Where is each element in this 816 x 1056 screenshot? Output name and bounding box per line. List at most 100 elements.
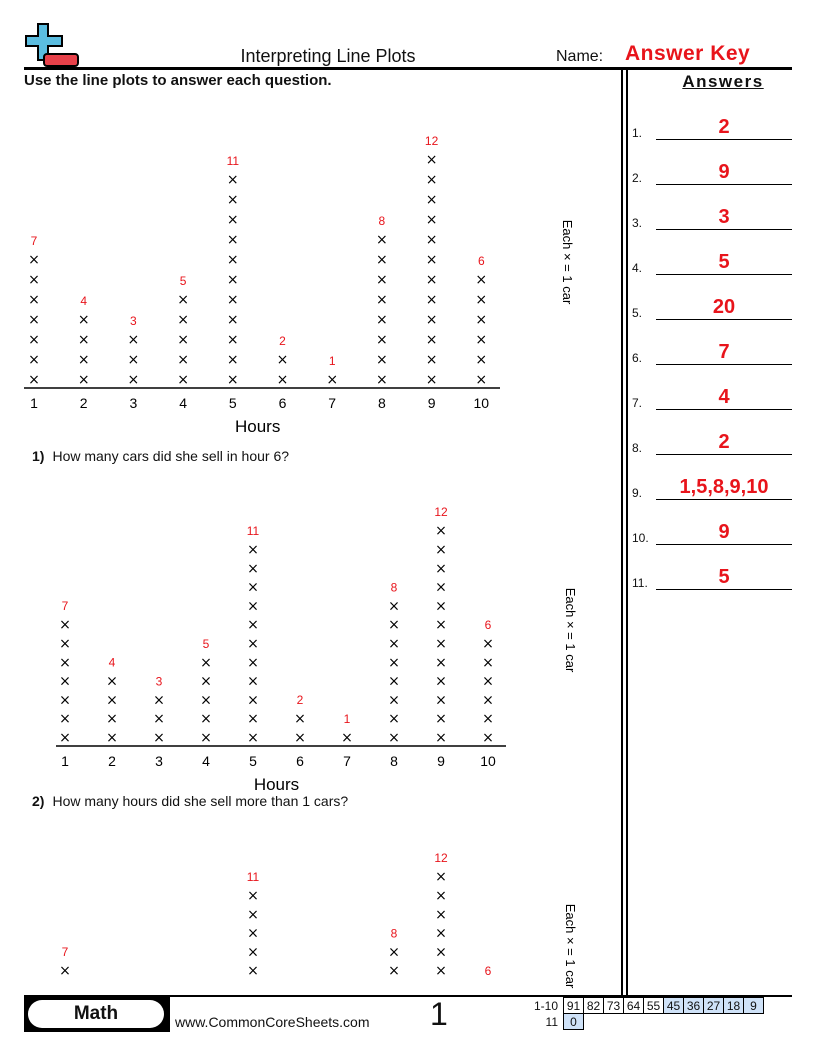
x-mark: × [435,692,447,708]
x-mark: × [435,944,447,960]
x-mark: × [200,655,212,671]
x-axis-label: Hours [235,417,280,436]
page-title: Interpreting Line Plots [240,46,416,66]
x-mark: × [106,711,118,727]
x-mark: × [341,730,353,746]
x-mark: × [475,272,487,288]
count-label: 4 [80,294,87,308]
x-mark: × [28,312,40,328]
x-mark: × [388,963,400,979]
tick-label: 8 [378,395,386,411]
x-mark: × [28,352,40,368]
x-mark: × [435,674,447,690]
name-value: Answer Key [625,42,751,65]
answer-value[interactable]: 20 [656,295,792,320]
score-row-label: 11 [545,1014,558,1029]
x-mark: × [482,636,494,652]
answer-value[interactable]: 7 [656,340,792,365]
score-cell: 91 [563,997,584,1014]
x-mark: × [177,332,189,348]
answer-number: 2. [632,171,643,185]
tick-label: 10 [474,395,490,411]
site-link[interactable]: www.CommonCoreSheets.com [175,1014,370,1030]
answer-value[interactable]: 1,5,8,9,10 [656,475,792,500]
x-mark: × [376,312,388,328]
divider [626,68,628,995]
x-mark: × [435,542,447,558]
count-label: 11 [247,524,260,538]
x-mark: × [227,252,239,268]
count-label: 12 [434,505,448,519]
tick-label: 1 [61,753,69,769]
x-mark: × [376,292,388,308]
answer-value[interactable]: 5 [656,565,792,590]
x-mark: × [247,907,259,923]
tick-label: 10 [480,753,496,769]
answer-row: 7. 4 [632,386,792,410]
score-cell: 55 [643,997,664,1014]
score-table: 1-10 91 82 73 64 55 45 36 27 18 9 11 0 [528,997,764,1030]
x-mark: × [106,730,118,746]
x-mark: × [227,352,239,368]
x-mark: × [227,172,239,188]
x-mark: × [78,372,90,388]
x-mark: × [435,869,447,885]
answer-value[interactable]: 3 [656,205,792,230]
question-2: 2) How many hours did she sell more than … [32,793,349,809]
x-mark: × [177,372,189,388]
x-mark: × [227,332,239,348]
x-mark: × [59,963,71,979]
x-mark: × [435,730,447,746]
x-mark: × [294,711,306,727]
x-mark: × [59,655,71,671]
x-mark: × [78,352,90,368]
divider [621,68,623,995]
tick-label: 4 [179,395,187,411]
answer-number: 9. [632,486,643,500]
x-mark: × [426,272,438,288]
answer-number: 11. [632,576,648,590]
answer-value[interactable]: 9 [656,160,792,185]
x-mark: × [426,232,438,248]
answer-value[interactable]: 4 [656,385,792,410]
answer-number: 10. [632,531,649,545]
x-mark: × [28,252,40,268]
x-mark: × [200,692,212,708]
x-mark: × [426,212,438,228]
x-mark: × [376,352,388,368]
count-label: 6 [485,964,492,978]
answer-value[interactable]: 2 [656,115,792,140]
x-mark: × [475,312,487,328]
score-cell: 82 [583,997,604,1014]
answer-row: 9. 1,5,8,9,10 [632,476,792,500]
count-label: 7 [62,945,69,959]
x-mark: × [227,372,239,388]
count-label: 3 [130,314,137,328]
x-mark: × [247,655,259,671]
score-cell: 36 [683,997,704,1014]
count-label: 1 [344,712,351,726]
answer-row: 11. 5 [632,566,792,590]
count-label: 5 [180,274,187,288]
x-mark: × [128,332,140,348]
x-mark: × [482,692,494,708]
x-mark: × [59,674,71,690]
answer-value[interactable]: 9 [656,520,792,545]
answer-value[interactable]: 2 [656,430,792,455]
x-mark: × [376,232,388,248]
x-mark: × [247,926,259,942]
x-mark: × [426,312,438,328]
x-mark: × [59,730,71,746]
x-mark: × [177,352,189,368]
score-cell: 18 [723,997,744,1014]
tick-label: 7 [328,395,336,411]
x-mark: × [326,372,338,388]
x-mark: × [28,292,40,308]
x-mark: × [475,372,487,388]
count-label: 8 [391,926,398,940]
answer-value[interactable]: 5 [656,250,792,275]
x-mark: × [435,963,447,979]
score-row-label: 1-10 [533,998,558,1013]
x-mark: × [247,598,259,614]
tick-label: 6 [296,753,304,769]
